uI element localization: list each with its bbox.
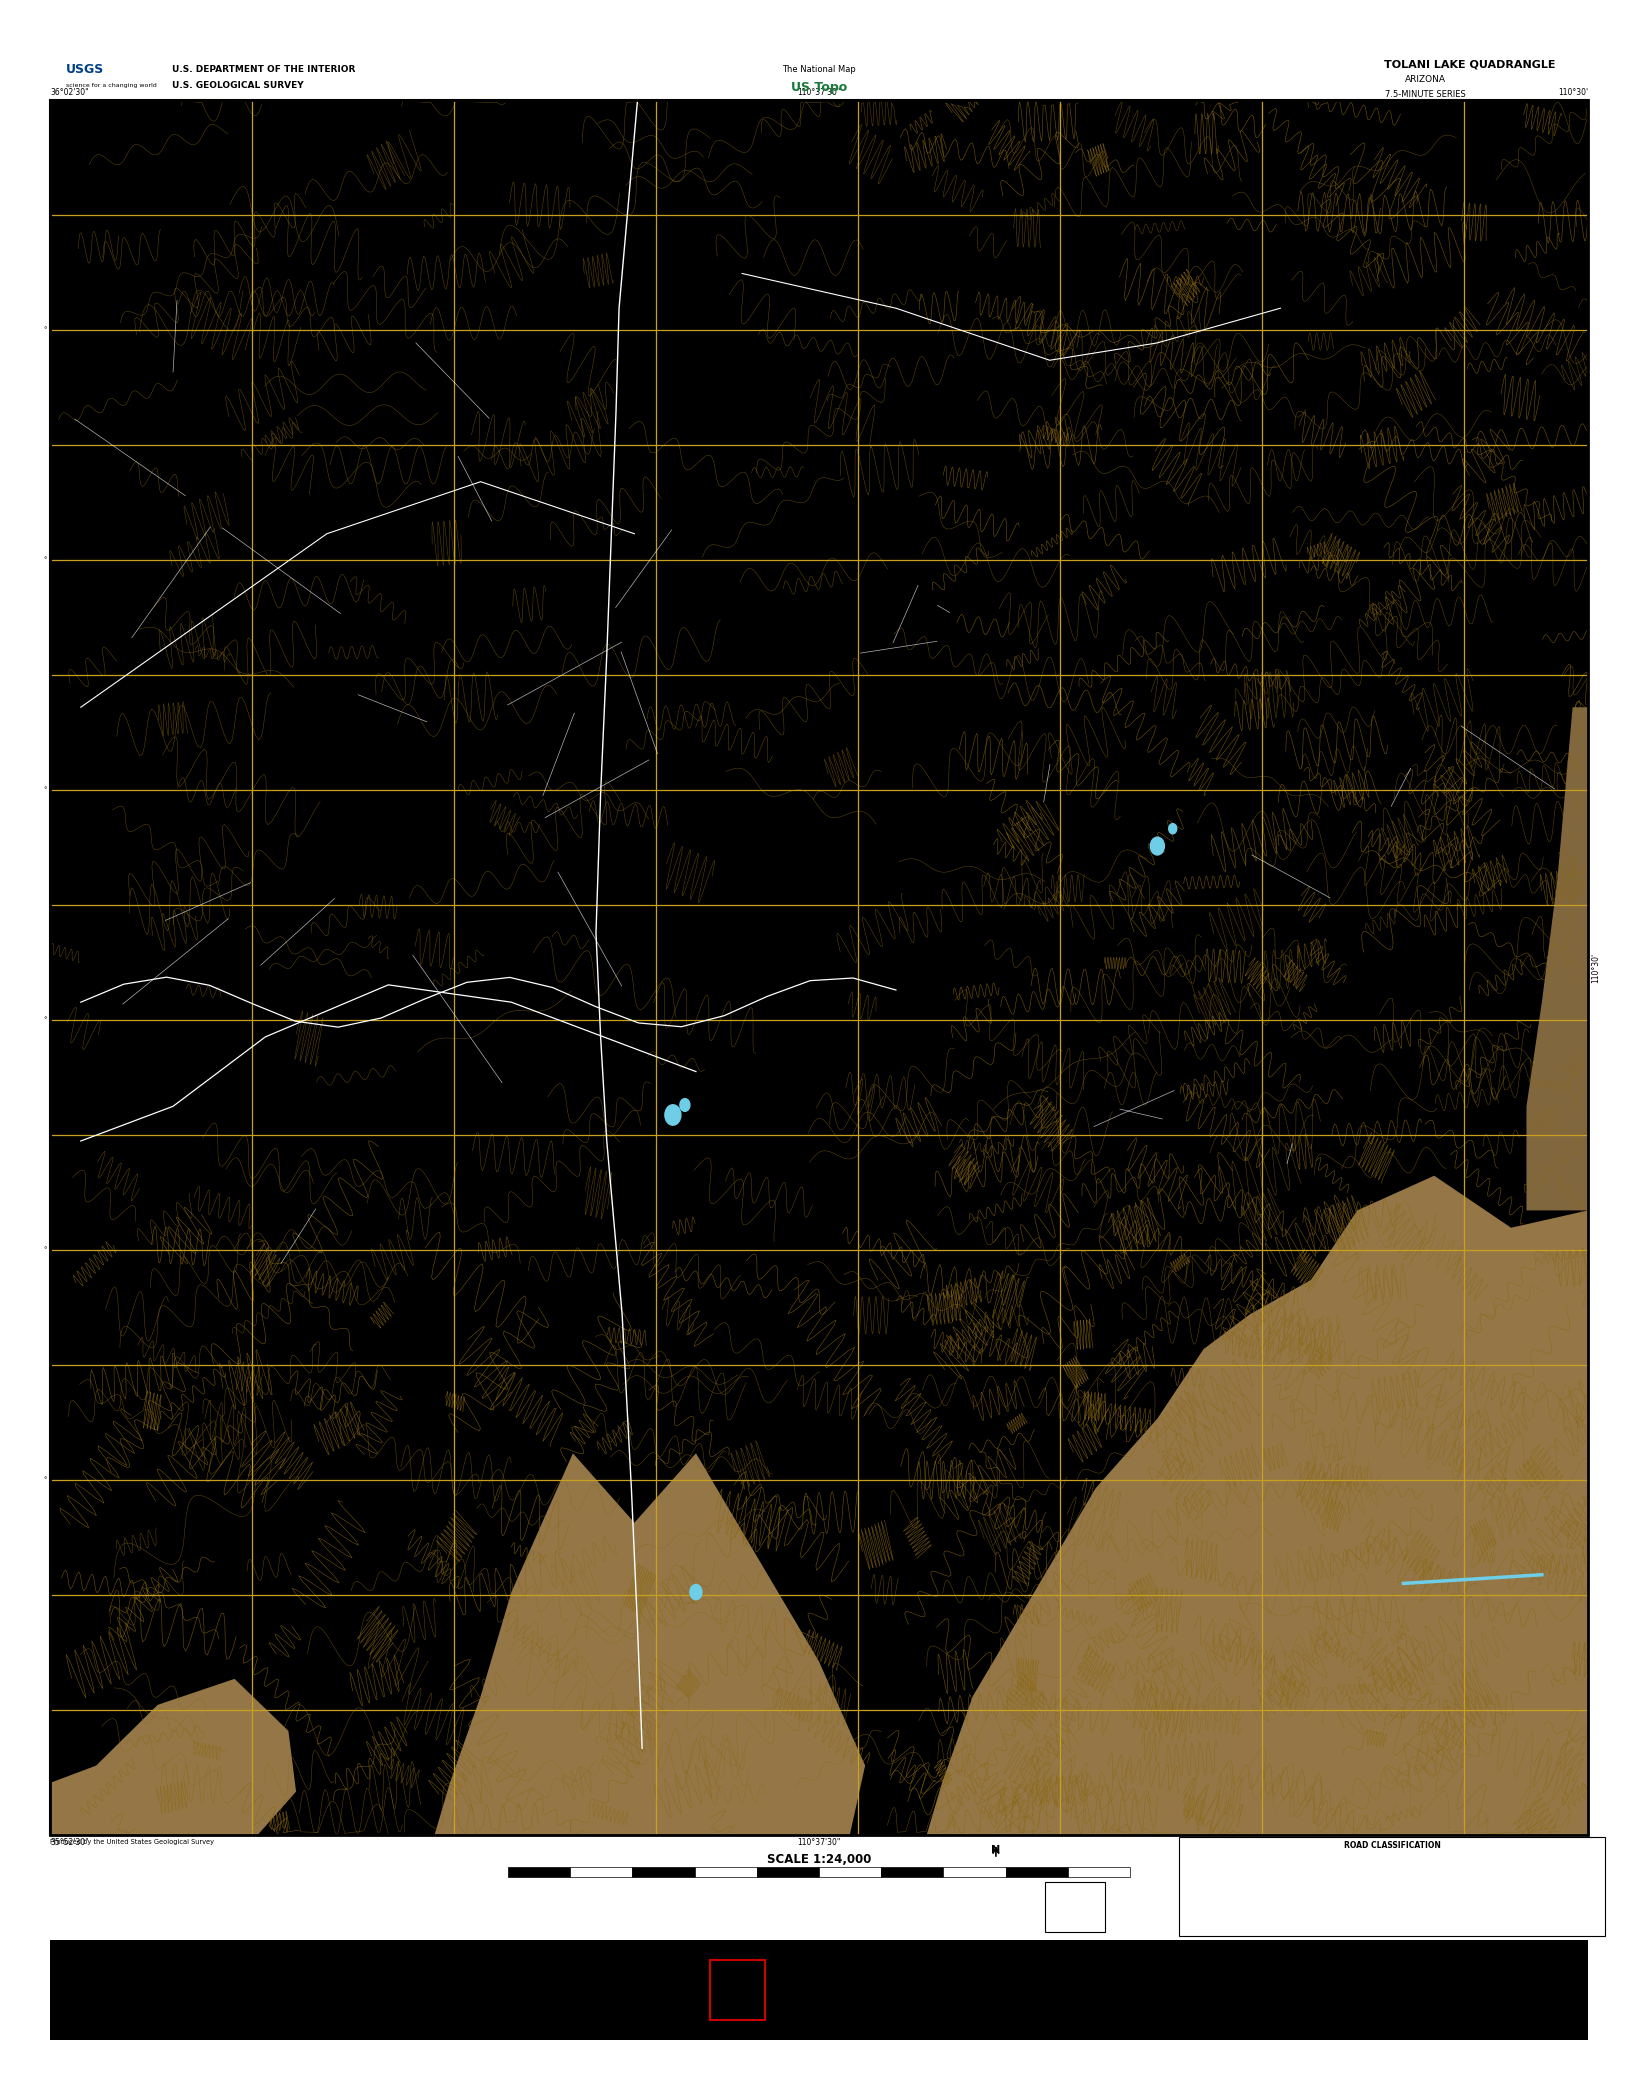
Bar bbox=[1179, 1837, 1605, 1936]
Text: SCALE 1:24,000: SCALE 1:24,000 bbox=[767, 1852, 871, 1867]
Bar bbox=[881, 1867, 943, 1877]
Text: 110°30': 110°30' bbox=[1558, 1837, 1587, 1848]
Text: US Topo: US Topo bbox=[791, 81, 847, 94]
Text: ROAD CLASSIFICATION: ROAD CLASSIFICATION bbox=[1343, 1842, 1441, 1850]
Circle shape bbox=[1150, 837, 1165, 854]
Text: °: ° bbox=[44, 1017, 48, 1023]
Bar bbox=[1068, 1867, 1130, 1877]
Polygon shape bbox=[51, 1679, 296, 1835]
Bar bbox=[819, 1867, 881, 1877]
Text: U.S. DEPARTMENT OF THE INTERIOR: U.S. DEPARTMENT OF THE INTERIOR bbox=[172, 65, 355, 73]
Text: The National Map: The National Map bbox=[781, 65, 857, 73]
Bar bbox=[51, 100, 1587, 1835]
Bar bbox=[943, 1867, 1006, 1877]
Text: U.S. GEOLOGICAL SURVEY: U.S. GEOLOGICAL SURVEY bbox=[172, 81, 303, 90]
Text: °: ° bbox=[44, 1247, 48, 1253]
Polygon shape bbox=[434, 1453, 865, 1835]
Text: 110°37'30": 110°37'30" bbox=[798, 1837, 840, 1848]
Circle shape bbox=[665, 1105, 681, 1125]
Bar bbox=[632, 1867, 695, 1877]
Text: 110°30': 110°30' bbox=[1558, 88, 1587, 96]
Text: °: ° bbox=[44, 328, 48, 332]
Text: 110°30': 110°30' bbox=[1590, 952, 1600, 983]
Text: °: ° bbox=[44, 1476, 48, 1482]
Text: 35°52'30": 35°52'30" bbox=[51, 1837, 88, 1848]
Text: science for a changing world: science for a changing world bbox=[66, 84, 156, 88]
Text: ARIZONA: ARIZONA bbox=[1404, 75, 1446, 84]
Circle shape bbox=[680, 1098, 690, 1111]
Circle shape bbox=[690, 1585, 703, 1599]
Text: N: N bbox=[991, 1846, 1001, 1854]
Bar bbox=[1006, 1867, 1068, 1877]
Text: 110°37'30": 110°37'30" bbox=[798, 88, 840, 96]
Bar bbox=[51, 100, 1587, 1835]
Bar bbox=[709, 1961, 765, 2019]
Text: 36°02'30": 36°02'30" bbox=[51, 88, 88, 96]
Bar bbox=[570, 1867, 632, 1877]
Text: TOLANI LAKE QUADRANGLE: TOLANI LAKE QUADRANGLE bbox=[1384, 58, 1556, 69]
Text: 7.5-MINUTE SERIES: 7.5-MINUTE SERIES bbox=[1384, 90, 1466, 98]
Text: °: ° bbox=[44, 787, 48, 793]
Text: Produced by the United States Geological Survey: Produced by the United States Geological… bbox=[51, 1840, 215, 1846]
Bar bbox=[508, 1867, 570, 1877]
Bar bbox=[695, 1867, 757, 1877]
Bar bbox=[757, 1867, 819, 1877]
Bar bbox=[1045, 1881, 1106, 1931]
Text: °: ° bbox=[44, 557, 48, 564]
Text: USGS: USGS bbox=[66, 63, 103, 75]
Bar bbox=[51, 1940, 1587, 2040]
Polygon shape bbox=[1527, 708, 1587, 1211]
Circle shape bbox=[1170, 823, 1176, 833]
Polygon shape bbox=[927, 1176, 1587, 1835]
